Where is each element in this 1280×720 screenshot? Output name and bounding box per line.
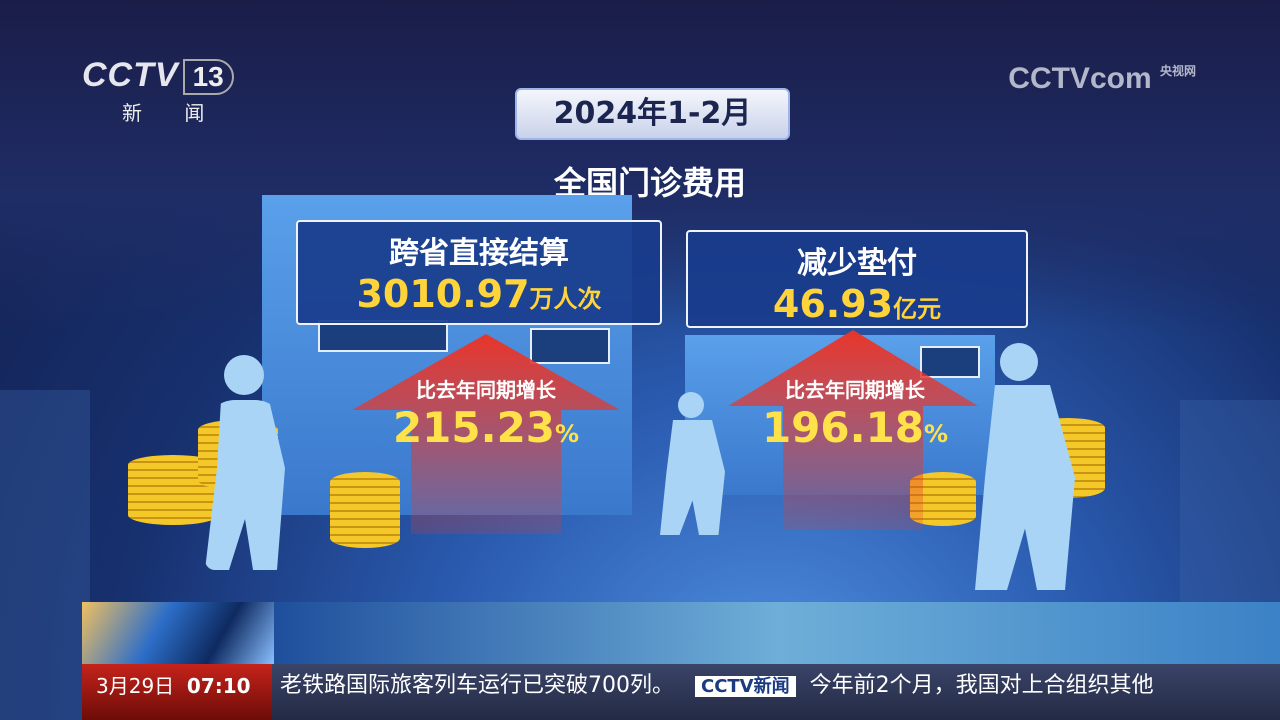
coin-stack [330, 472, 400, 548]
person-figure [224, 355, 264, 395]
window [920, 346, 980, 378]
news-ticker: 3月29日 07:10 老铁路国际旅客列车运行已突破700列。 CCTV新闻 今… [82, 664, 1280, 720]
stat-card-cross-province: 跨省直接结算 3010.97万人次 [296, 220, 662, 325]
ticker-datetime: 3月29日 07:10 [82, 664, 272, 720]
person-figure [1000, 343, 1038, 381]
person-figure [678, 392, 704, 418]
city-building [0, 390, 90, 720]
growth-stat-2: 比去年同期增长 196.18% [761, 378, 949, 452]
ticker-top-band [274, 602, 1280, 664]
growth-stat-1: 比去年同期增长 215.23% [392, 378, 580, 452]
page-title: 全国门诊费用 [553, 164, 746, 202]
channel-logo: CCTV 13 新 闻 [82, 56, 234, 126]
person-figure [660, 420, 725, 535]
ticker-text: 老铁路国际旅客列车运行已突破700列。 CCTV新闻 今年前2个月，我国对上合组… [280, 673, 1154, 698]
stat-card-reduced-advance: 减少垫付 46.93亿元 [686, 230, 1028, 328]
date-badge: 2024年1-2月 [515, 88, 790, 140]
cctv-com-watermark: CCTVcom 央视网 [1008, 62, 1196, 95]
cctv-news-logo: CCTV新闻 [694, 676, 796, 697]
window [318, 320, 448, 352]
window [530, 328, 610, 364]
news-thumbnail [82, 602, 274, 664]
